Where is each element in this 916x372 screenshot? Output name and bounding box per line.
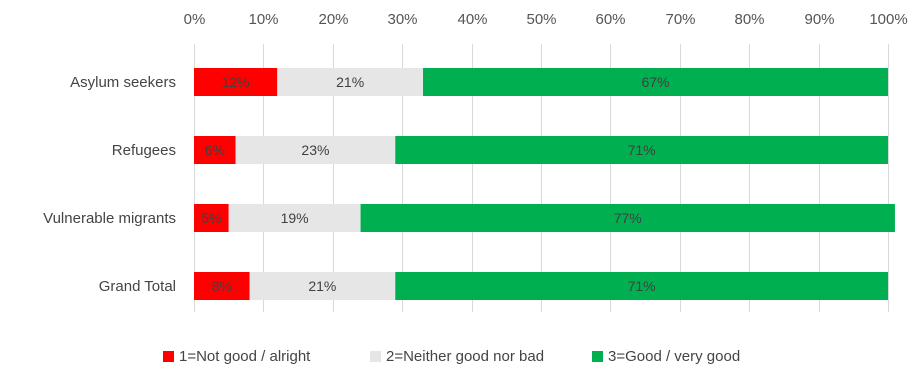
bar-segment: [194, 204, 229, 232]
x-axis-ticks: 0% 10% 20% 30% 40% 50% 60% 70% 80% 90% 100%: [184, 11, 908, 28]
x-tick-label: 10%: [248, 11, 278, 28]
bar-segment: [360, 204, 895, 232]
legend-swatch: [592, 351, 603, 362]
category-labels: Asylum seekers Refugees Vulnerable migrant…: [43, 74, 176, 295]
data-label: 8%: [212, 278, 232, 294]
x-tick-label: 80%: [734, 11, 764, 28]
data-label: 71%: [628, 142, 656, 158]
bar-segment: [228, 204, 361, 232]
category-label: Grand Total: [99, 278, 176, 295]
data-label: 6%: [205, 142, 225, 158]
x-tick-label: 40%: [457, 11, 487, 28]
data-label: 5%: [201, 210, 221, 226]
bar-segment: [194, 136, 236, 164]
x-tick-label: 70%: [665, 11, 695, 28]
category-label: Asylum seekers: [70, 74, 176, 91]
bar-segment: [395, 272, 888, 300]
bar-segment: [194, 68, 278, 96]
x-tick-label: 100%: [869, 11, 907, 28]
bar-segment: [194, 272, 250, 300]
bar-segment: [235, 136, 396, 164]
bar-segment: [423, 68, 888, 96]
legend-swatch: [370, 351, 381, 362]
bars: 12% 21% 67% 6% 23% 71% 5% 19% 77% 8% 21% 71%: [194, 68, 895, 300]
bar-segment: [277, 68, 424, 96]
x-tick-label: 50%: [526, 11, 556, 28]
legend: 1=Not good / alright 2=Neither good nor b…: [163, 348, 740, 365]
x-tick-label: 90%: [804, 11, 834, 28]
legend-swatch: [163, 351, 174, 362]
data-label: 19%: [281, 210, 309, 226]
category-label: Refugees: [112, 142, 176, 159]
legend-label: 1=Not good / alright: [179, 348, 311, 365]
data-label: 21%: [308, 278, 336, 294]
data-label: 77%: [614, 210, 642, 226]
legend-label: 2=Neither good nor bad: [386, 348, 544, 365]
x-tick-label: 0%: [184, 11, 206, 28]
bar-segment: [249, 272, 396, 300]
data-label: 67%: [641, 74, 669, 90]
category-label: Vulnerable migrants: [43, 210, 176, 227]
legend-label: 3=Good / very good: [608, 348, 740, 365]
x-tick-label: 20%: [318, 11, 348, 28]
data-label: 71%: [628, 278, 656, 294]
data-label: 21%: [336, 74, 364, 90]
data-label: 12%: [222, 74, 250, 90]
x-tick-label: 60%: [595, 11, 625, 28]
bar-segment: [395, 136, 888, 164]
data-label: 23%: [301, 142, 329, 158]
x-tick-label: 30%: [387, 11, 417, 28]
